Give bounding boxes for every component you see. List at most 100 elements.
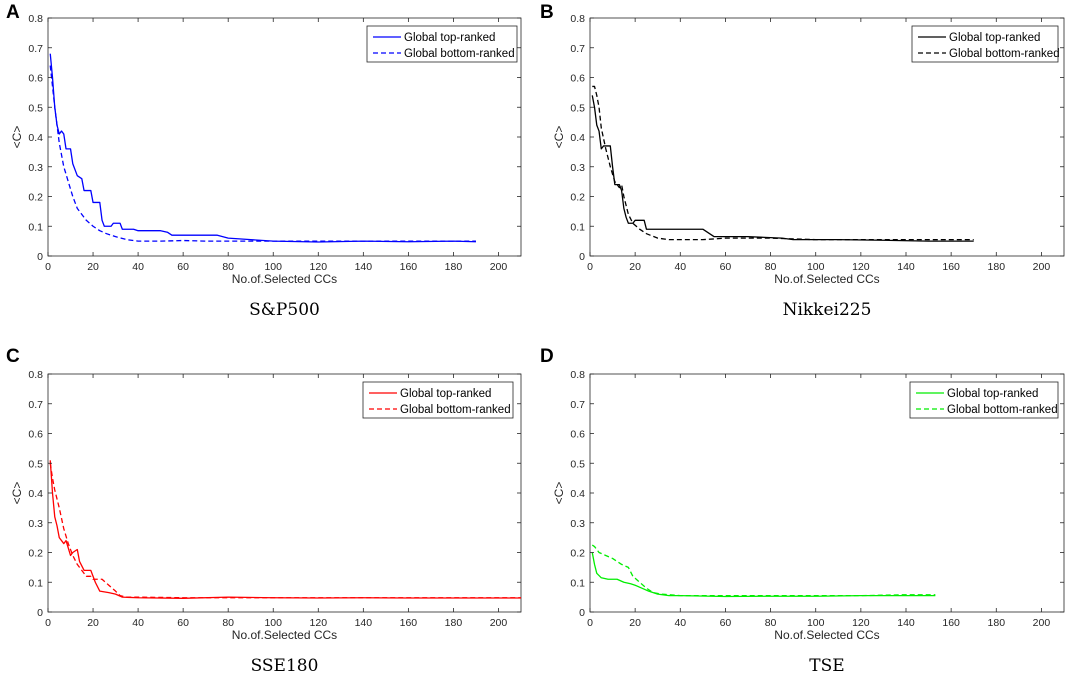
y-tick-label: 0 (37, 607, 43, 619)
y-tick-label: 0.3 (28, 518, 43, 530)
x-tick-label: 160 (942, 617, 960, 629)
panel-caption: Nikkei225 (783, 300, 872, 320)
x-tick-label: 140 (897, 617, 915, 629)
x-tick-label: 160 (400, 617, 418, 629)
legend: Global top-ranked Global bottom-ranked (366, 25, 518, 63)
y-tick-label: 0 (37, 251, 43, 263)
x-tick-label: 40 (674, 261, 686, 273)
legend-entry: Global top-ranked (949, 32, 1040, 44)
y-tick-label: 0.7 (570, 399, 585, 411)
x-tick-label: 180 (988, 617, 1006, 629)
y-tick-label: 0.8 (570, 13, 585, 25)
x-tick-label: 40 (674, 617, 686, 629)
x-tick-label: 100 (264, 617, 282, 629)
y-tick-label: 0.8 (28, 13, 43, 25)
x-tick-label: 60 (177, 617, 189, 629)
y-tick-label: 0.2 (28, 192, 43, 204)
x-tick-label: 80 (765, 617, 777, 629)
legend-entry: Global bottom-ranked (400, 404, 511, 416)
x-tick-label: 0 (45, 261, 51, 273)
x-tick-label: 100 (807, 617, 825, 629)
y-tick-label: 0.5 (28, 458, 43, 470)
series-line-bottom-ranked (592, 85, 974, 241)
series-line-bottom-ranked (49, 463, 521, 599)
y-tick-label: 0.5 (28, 102, 43, 114)
x-tick-label: 40 (132, 261, 144, 273)
y-tick-label: 0.7 (570, 43, 585, 55)
x-tick-label: 120 (310, 617, 328, 629)
y-tick-label: 0.1 (28, 221, 43, 233)
y-tick-label: 0.5 (570, 458, 585, 470)
x-tick-label: 140 (355, 617, 373, 629)
y-tick-label: 0.5 (570, 102, 585, 114)
legend-box (911, 25, 1059, 63)
x-tick-label: 160 (942, 261, 960, 273)
y-tick-label: 0 (579, 251, 585, 263)
y-tick-label: 0.1 (570, 577, 585, 589)
x-tick-label: 60 (177, 261, 189, 273)
x-tick-label: 160 (400, 261, 418, 273)
y-tick-label: 0.6 (570, 429, 585, 441)
x-tick-label: 0 (45, 617, 51, 629)
y-tick-label: 0.6 (28, 429, 43, 441)
y-tick-label: 0.7 (28, 43, 43, 55)
x-axis-label: No.of.Selected CCs (774, 272, 879, 286)
panel-a: 0 20 40 60 80 100 120 140 160 180 200 0 0.1 0.2 0.3 0.4… (6, 2, 522, 320)
x-tick-label: 80 (222, 617, 234, 629)
series-line-bottom-ranked (49, 65, 476, 242)
x-tick-label: 200 (490, 261, 508, 273)
panel-letter: A (6, 2, 20, 23)
x-tick-label: 60 (720, 617, 732, 629)
x-tick-label: 60 (720, 261, 732, 273)
panel-letter: B (540, 2, 554, 23)
x-tick-label: 200 (1033, 617, 1051, 629)
legend-entry: Global top-ranked (947, 388, 1038, 400)
y-tick-label: 0.4 (570, 488, 585, 500)
legend: Global top-ranked Global bottom-ranked (909, 381, 1059, 419)
y-tick-label: 0.3 (28, 162, 43, 174)
y-tick-label: 0.3 (570, 518, 585, 530)
y-tick-label: 0.6 (570, 73, 585, 85)
panel-letter: D (540, 346, 554, 367)
series-line-top-ranked (49, 53, 476, 243)
legend-entry: Global bottom-ranked (404, 48, 515, 60)
legend-entry: Global bottom-ranked (947, 404, 1058, 416)
y-tick-label: 0.2 (570, 192, 585, 204)
y-tick-label: 0.8 (28, 369, 43, 381)
series-line-top-ranked (591, 95, 974, 242)
x-tick-label: 200 (1033, 261, 1051, 273)
panel-caption: SSE180 (251, 656, 319, 674)
legend: Global top-ranked Global bottom-ranked (362, 381, 514, 419)
y-tick-label: 0 (579, 607, 585, 619)
y-tick-label: 0.8 (570, 369, 585, 381)
y-tick-label: 0.2 (28, 548, 43, 560)
x-tick-label: 0 (587, 617, 593, 629)
x-tick-label: 180 (445, 261, 463, 273)
x-tick-label: 100 (264, 261, 282, 273)
x-tick-label: 40 (132, 617, 144, 629)
series-line-top-ranked (49, 460, 521, 599)
panel-c: 0 20 40 60 80 100 120 140 160 180 200 0 0.1 0.2 0.3 0.4… (6, 346, 522, 674)
legend: Global top-ranked Global bottom-ranked (911, 25, 1060, 63)
panel-b: 0 20 40 60 80 100 120 140 160 180 200 0 0.1 0.2 0.3 0.4… (540, 2, 1065, 320)
legend-box (366, 25, 518, 63)
legend-box (362, 381, 514, 419)
x-tick-label: 80 (222, 261, 234, 273)
panel-caption: S&P500 (249, 300, 320, 320)
y-axis-label: <C> (552, 126, 566, 149)
x-tick-label: 120 (852, 261, 870, 273)
series-line-bottom-ranked (591, 544, 936, 597)
legend-entry: Global bottom-ranked (949, 48, 1060, 60)
legend-entry: Global top-ranked (400, 388, 491, 400)
x-tick-label: 20 (629, 617, 641, 629)
y-axis-label: <C> (10, 126, 24, 149)
y-tick-label: 0.4 (570, 132, 585, 144)
y-tick-label: 0.6 (28, 73, 43, 85)
x-tick-label: 0 (587, 261, 593, 273)
x-axis-label: No.of.Selected CCs (232, 628, 337, 642)
y-tick-label: 0.1 (570, 221, 585, 233)
y-tick-label: 0.4 (28, 132, 43, 144)
x-tick-label: 140 (355, 261, 373, 273)
x-tick-label: 120 (310, 261, 328, 273)
